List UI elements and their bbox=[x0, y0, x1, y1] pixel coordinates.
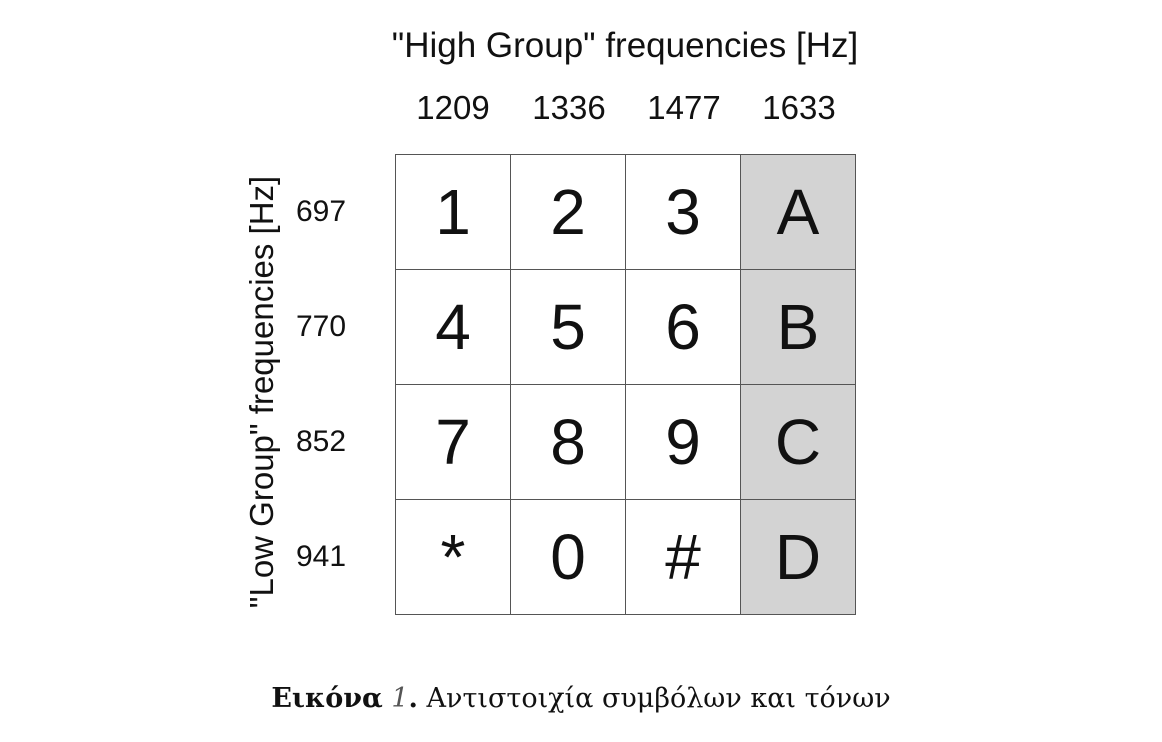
key-7: 7 bbox=[396, 385, 511, 500]
low-frequency-941: 941 bbox=[296, 540, 347, 573]
key-2: 2 bbox=[511, 155, 626, 270]
key-4: 4 bbox=[396, 270, 511, 385]
high-frequency-1633: 1633 bbox=[762, 89, 836, 126]
key-0: 0 bbox=[511, 500, 626, 615]
low-frequency-770: 770 bbox=[296, 310, 347, 343]
low-group-title-container: "Low Group" frequencies [Hz] bbox=[240, 140, 284, 644]
key-d: D bbox=[741, 500, 856, 615]
keypad-grid: 1 2 3 A 4 5 6 B 7 8 9 C * 0 # D bbox=[395, 154, 856, 615]
key-hash: # bbox=[626, 500, 741, 615]
key-1: 1 bbox=[396, 155, 511, 270]
high-frequency-1477: 1477 bbox=[647, 89, 721, 126]
low-group-title: "Low Group" frequencies [Hz] bbox=[243, 175, 280, 609]
caption-number: 1 bbox=[391, 683, 409, 714]
key-6: 6 bbox=[626, 270, 741, 385]
high-group-title: "High Group" frequencies [Hz] bbox=[391, 26, 859, 65]
key-8: 8 bbox=[511, 385, 626, 500]
key-3: 3 bbox=[626, 155, 741, 270]
key-9: 9 bbox=[626, 385, 741, 500]
low-frequency-852: 852 bbox=[296, 425, 347, 458]
key-5: 5 bbox=[511, 270, 626, 385]
caption-label: Εικόνα bbox=[271, 683, 383, 714]
key-star: * bbox=[396, 500, 511, 615]
high-frequency-1336: 1336 bbox=[532, 89, 606, 126]
high-frequency-1209: 1209 bbox=[416, 89, 490, 126]
figure-caption: Εικόνα 1. Αντιστοιχία συμβόλων και τόνων bbox=[0, 680, 1162, 718]
low-frequency-697: 697 bbox=[296, 195, 347, 228]
key-b: B bbox=[741, 270, 856, 385]
key-c: C bbox=[741, 385, 856, 500]
caption-separator: . bbox=[408, 683, 418, 714]
key-a: A bbox=[741, 155, 856, 270]
caption-text: Αντιστοιχία συμβόλων και τόνων bbox=[426, 683, 891, 714]
